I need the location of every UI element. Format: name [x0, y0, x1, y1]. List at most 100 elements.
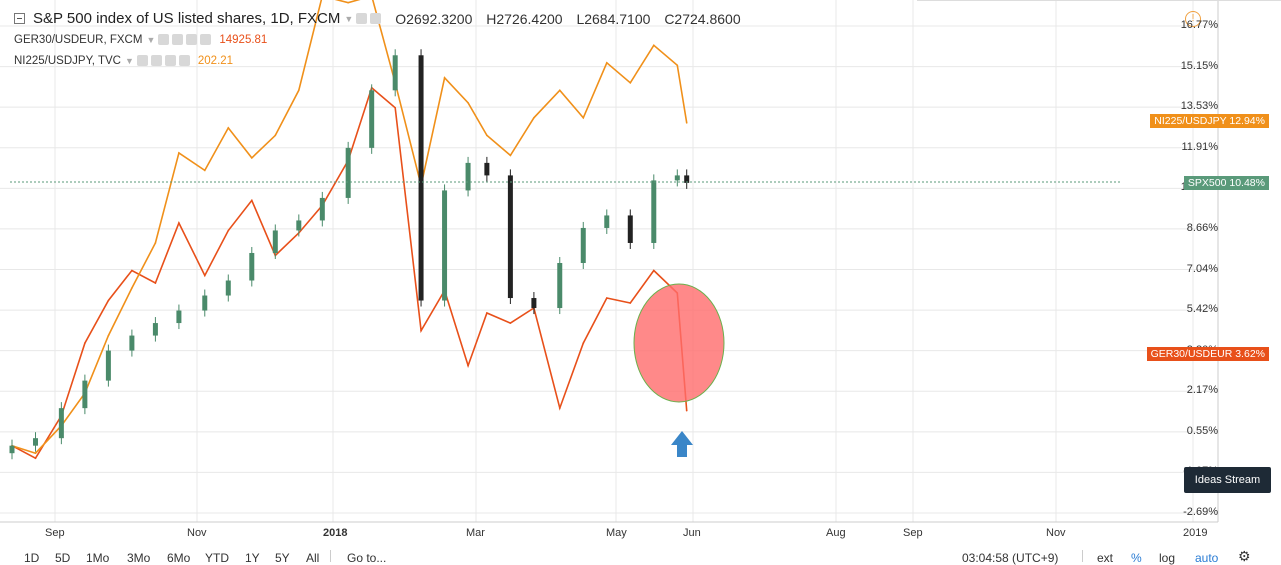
- arrow-up-icon: [671, 431, 693, 457]
- ext-toggle[interactable]: ext: [1097, 551, 1114, 565]
- y-tick-label: 5.42%: [1186, 303, 1218, 316]
- settings-icon[interactable]: [150, 55, 162, 66]
- x-tick-label: Sep: [45, 527, 65, 539]
- high-value: H2726.4200: [486, 10, 563, 27]
- data-point: [533, 117, 535, 119]
- ni225-name: NI225/USDJPY, TVC: [14, 54, 121, 67]
- ger30-usdeur-line: [11, 86, 688, 460]
- data-point: [154, 242, 157, 244]
- alert-icon[interactable]: !: [1185, 11, 1201, 27]
- settings-icon[interactable]: [370, 13, 382, 24]
- data-point: [107, 334, 110, 337]
- timeframe-1mo[interactable]: 1Mo: [86, 551, 110, 565]
- data-point: [227, 127, 230, 129]
- candle-body: [507, 175, 513, 299]
- settings-icon[interactable]: [172, 34, 184, 45]
- data-point: [131, 269, 133, 272]
- divider: [1082, 550, 1083, 562]
- visibility-icon[interactable]: [136, 55, 148, 66]
- data-point: [131, 287, 133, 289]
- spx-tag: SPX500 10.48%: [1183, 176, 1269, 190]
- candle-body: [9, 445, 15, 454]
- data-point: [605, 297, 608, 299]
- ni225-tag-name: NI225/USDJPY: [1154, 115, 1227, 127]
- y-tick-label: -2.69%: [1183, 506, 1218, 518]
- candle-body: [176, 310, 182, 324]
- timeframe-all[interactable]: All: [306, 551, 320, 565]
- candle-body: [319, 197, 325, 221]
- collapse-icon[interactable]: [14, 13, 25, 24]
- timeframe-ytd[interactable]: YTD: [205, 551, 229, 565]
- candle-body: [442, 190, 448, 301]
- data-point: [676, 64, 679, 67]
- ni225-value: 202.21: [197, 54, 234, 67]
- x-tick-label: Nov: [187, 527, 207, 539]
- y-tick-label: 15.15%: [1180, 59, 1218, 72]
- chevron-down-icon[interactable]: ▼: [146, 34, 156, 45]
- timeframe-1y[interactable]: 1Y: [245, 551, 260, 565]
- gear-icon[interactable]: ⚙: [1238, 548, 1251, 564]
- auto-toggle[interactable]: auto: [1195, 551, 1219, 565]
- candle-body: [418, 55, 424, 301]
- x-tick-label: Jun: [683, 527, 701, 539]
- x-tick-label: Sep: [903, 527, 923, 539]
- data-point: [178, 152, 180, 154]
- close-icon[interactable]: [178, 55, 190, 66]
- x-tick-label: Nov: [1046, 527, 1066, 539]
- y-tick-label: 0.55%: [1186, 424, 1218, 437]
- timeframe-5y[interactable]: 5Y: [275, 551, 290, 565]
- candle-body: [105, 350, 111, 381]
- data-point: [107, 299, 110, 302]
- timeframe-1d[interactable]: 1D: [24, 551, 40, 565]
- data-point: [582, 342, 585, 344]
- candle-body: [152, 323, 158, 336]
- data-point: [34, 457, 37, 459]
- chevron-down-icon[interactable]: ▼: [124, 55, 134, 66]
- data-point: [420, 329, 422, 332]
- percent-toggle[interactable]: %: [1131, 551, 1142, 565]
- timeframe-3mo[interactable]: 3Mo: [127, 551, 151, 565]
- ni225-tag: NI225/USDJPY 12.94%: [1150, 114, 1269, 128]
- data-point: [605, 61, 608, 64]
- candle-body: [392, 55, 398, 91]
- candle-body: [369, 90, 375, 148]
- data-point: [203, 169, 206, 172]
- candle-body: [33, 438, 39, 446]
- ger30-tag-pct: 3.62%: [1235, 348, 1265, 360]
- data-point: [486, 134, 488, 137]
- legend-ni225-row: NI225/USDJPY, TVC ▼ 202.21: [14, 50, 751, 71]
- legend-ger30-row: GER30/USDEUR, FXCM ▼ 14925.81: [14, 29, 751, 50]
- candle-body: [272, 230, 278, 253]
- spx-tag-pct: 10.48%: [1229, 177, 1265, 189]
- y-tick-label: 16.77%: [1180, 19, 1218, 31]
- visibility-icon[interactable]: [356, 13, 368, 24]
- goto-button[interactable]: Go to...: [347, 551, 387, 565]
- timeframe-5d[interactable]: 5D: [55, 551, 71, 565]
- chevron-down-icon[interactable]: ▼: [344, 13, 354, 24]
- legend: S&P 500 index of US listed shares, 1D, F…: [14, 8, 751, 71]
- candle-body: [202, 295, 208, 311]
- x-tick-label: Aug: [826, 527, 846, 539]
- ni225-usdjpy-line: [11, 0, 688, 455]
- candle-body: [82, 380, 88, 409]
- candle-body: [627, 215, 633, 243]
- ideas-stream-button[interactable]: Ideas Stream: [1184, 467, 1271, 493]
- x-tick-label: May: [606, 527, 627, 539]
- data-point: [685, 409, 688, 412]
- close-value: C2724.8600: [664, 10, 741, 27]
- candle-body: [604, 215, 610, 228]
- y-tick-label: 2.17%: [1186, 384, 1218, 397]
- data-point: [486, 312, 488, 314]
- data-point: [154, 282, 157, 284]
- close-icon[interactable]: [200, 34, 212, 45]
- add-icon[interactable]: [186, 34, 198, 45]
- data-point: [582, 117, 585, 119]
- add-icon[interactable]: [164, 55, 176, 66]
- spx-tag-name: SPX500: [1187, 177, 1227, 189]
- timeframe-6mo[interactable]: 6Mo: [167, 551, 191, 565]
- log-toggle[interactable]: log: [1159, 551, 1176, 565]
- bottom-toolbar: 1D 5D 1Mo 3Mo 6Mo YTD 1Y 5Y All Go to... 03:04:5…: [0, 546, 1281, 565]
- visibility-icon[interactable]: [158, 34, 170, 45]
- candle-body: [58, 408, 64, 439]
